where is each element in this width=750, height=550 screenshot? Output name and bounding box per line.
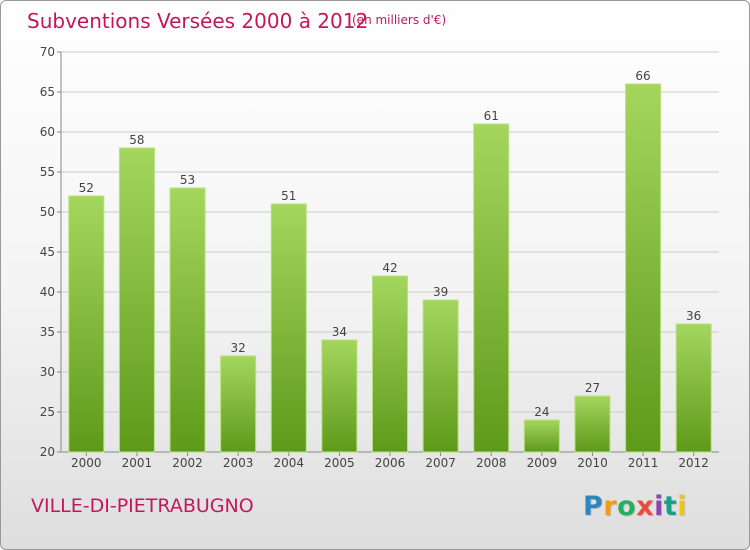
y-tick-label: 35 (40, 325, 55, 339)
data-label: 61 (484, 109, 499, 123)
logo-letter: i (677, 491, 688, 522)
y-tick-label: 25 (40, 405, 55, 419)
data-label: 34 (332, 325, 347, 339)
data-label: 52 (79, 181, 94, 195)
y-tick-label: 60 (40, 125, 55, 139)
bar (422, 299, 459, 453)
x-tick-label: 2008 (476, 456, 507, 470)
logo-letter: x (636, 491, 655, 522)
labels: 20 25 30 35 40 45 50 55 60 65 70 52 2000 58 2001 53 2002… (40, 45, 709, 470)
x-tick-label: 2001 (122, 456, 153, 470)
x-tick-label: 2009 (527, 456, 558, 470)
bar (169, 187, 206, 453)
logo-letter: i (654, 491, 664, 522)
data-label: 58 (129, 133, 144, 147)
chart-subtitle: (en milliers d'€) (352, 13, 447, 27)
x-tick-label: 2006 (375, 456, 406, 470)
x-tick-label: 2011 (628, 456, 659, 470)
y-tick-label: 65 (40, 85, 55, 99)
logo-letter: t (663, 491, 678, 522)
x-tick-label: 2000 (71, 456, 102, 470)
x-tick-label: 2003 (223, 456, 254, 470)
data-label: 36 (686, 309, 701, 323)
bar (372, 275, 408, 453)
logo-letter: r (603, 491, 618, 522)
x-tick-label: 2010 (577, 456, 608, 470)
bar (270, 203, 307, 453)
bar (473, 123, 510, 453)
bar (523, 419, 560, 453)
y-tick-label: 55 (40, 165, 55, 179)
data-label: 39 (433, 285, 448, 299)
data-label: 32 (231, 341, 246, 355)
y-tick-label: 30 (40, 365, 55, 379)
data-label: 53 (180, 173, 195, 187)
bar (68, 195, 105, 453)
y-tick-label: 20 (40, 445, 55, 459)
bar (321, 339, 358, 453)
y-tick-label: 40 (40, 285, 55, 299)
logo-letter: o (617, 491, 637, 522)
bar (574, 395, 611, 453)
bar (675, 323, 712, 453)
bar (625, 83, 662, 453)
x-tick-label: 2004 (273, 456, 304, 470)
y-tick-label: 50 (40, 205, 55, 219)
proxiti-logo[interactable]: Proxiti (583, 491, 687, 522)
commune-name: VILLE-DI-PIETRABUGNO (31, 495, 254, 517)
bars (68, 83, 712, 453)
x-tick-label: 2002 (172, 456, 203, 470)
x-tick-label: 2007 (425, 456, 456, 470)
data-label: 27 (585, 381, 600, 395)
logo-letter: P (583, 491, 604, 522)
bar (118, 147, 155, 453)
data-label: 42 (382, 261, 397, 275)
chart-title: Subventions Versées 2000 à 2012 (27, 9, 369, 33)
data-label: 51 (281, 189, 296, 203)
x-tick-label: 2005 (324, 456, 355, 470)
data-label: 24 (534, 405, 549, 419)
y-tick-label: 70 (40, 45, 55, 59)
bar (220, 355, 257, 453)
x-tick-label: 2012 (678, 456, 709, 470)
data-label: 66 (635, 69, 650, 83)
y-tick-label: 45 (40, 245, 55, 259)
